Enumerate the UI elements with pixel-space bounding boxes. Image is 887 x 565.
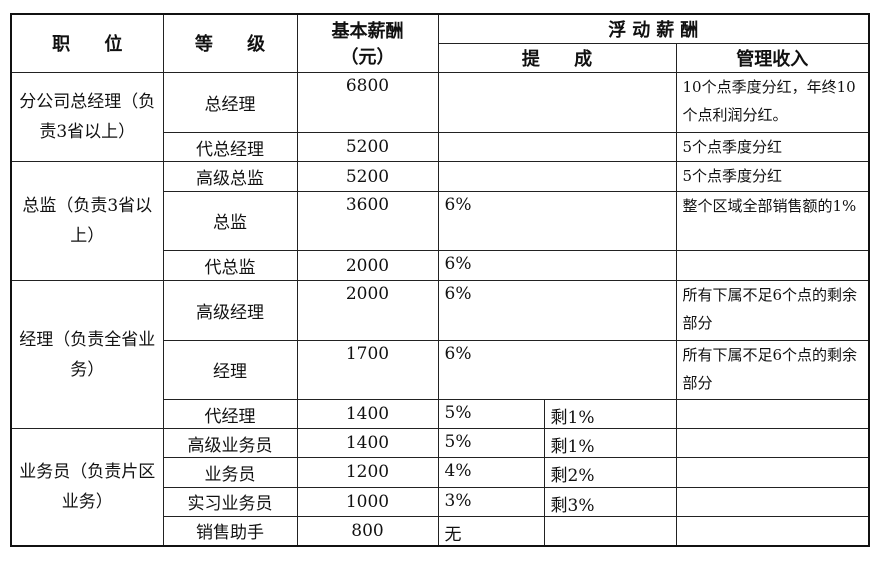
- management-income-cell: [675, 428, 870, 459]
- grade-cell: 高级业务员: [162, 428, 298, 459]
- base-pay-cell: 1000: [296, 486, 439, 517]
- table-row: 代总监 2000 6%: [11, 250, 870, 282]
- grade-cell: 经理: [162, 339, 298, 401]
- commission-cell: 4%: [437, 457, 545, 488]
- grade-cell: 总监: [162, 190, 298, 252]
- management-income-cell: 10个点季度分红，年终10个点利润分红。: [675, 71, 870, 134]
- management-income-cell: [675, 398, 870, 430]
- base-pay-cell: 1400: [296, 398, 439, 430]
- commission-cell: [437, 132, 677, 163]
- header-commission: 提 成: [437, 42, 677, 73]
- grade-cell: 实习业务员: [162, 486, 298, 517]
- position-cell: 业务员（负责片区业务）: [10, 428, 164, 548]
- commission-cell: 6%: [437, 280, 677, 341]
- grade-cell: 代总经理: [162, 132, 298, 163]
- grade-cell: 业务员: [162, 457, 298, 488]
- management-income-cell: 所有下属不足6个点的剩余部分: [675, 280, 870, 341]
- management-income-cell: 5个点季度分红: [675, 132, 870, 163]
- base-pay-cell: 1200: [296, 457, 439, 488]
- management-income-cell: [675, 457, 870, 488]
- commission-cell: 5%: [437, 428, 545, 459]
- table-row: 业务员（负责片区业务） 高级业务员 1400 5% 剩1%: [10, 428, 870, 548]
- commission-cell: 无: [437, 515, 545, 547]
- table-row: 实习业务员 1000 3% 剩3%: [11, 486, 870, 517]
- grade-cell: 代经理: [162, 398, 298, 430]
- management-income-cell: 5个点季度分红: [675, 161, 870, 192]
- management-income-cell: 整个区域全部销售额的1%: [675, 190, 870, 252]
- table-row: 分公司总经理（负责3省以上） 总经理 6800 10个点季度分红，年终10个点利…: [10, 71, 870, 163]
- header-position: 职 位: [10, 12, 164, 73]
- base-pay-cell: 1700: [296, 339, 439, 401]
- commission-cell: [437, 71, 677, 134]
- grade-cell: 销售助手: [162, 515, 298, 547]
- commission-cell: 6%: [437, 339, 677, 401]
- grade-cell: 高级总监: [162, 161, 298, 192]
- header-base-pay-unit: （元）: [296, 43, 439, 73]
- grade-cell: 总经理: [162, 71, 298, 134]
- table-row: 代总经理 5200 5个点季度分红: [11, 132, 870, 163]
- management-income-cell: 所有下属不足6个点的剩余部分: [675, 339, 870, 401]
- remainder-cell: 剩2%: [543, 457, 677, 488]
- table-row: 经理 1700 6% 所有下属不足6个点的剩余部分: [11, 339, 870, 401]
- base-pay-cell: 800: [296, 515, 439, 547]
- position-cell: 总监（负责3省以上）: [10, 161, 164, 282]
- management-income-cell: [675, 486, 870, 517]
- remainder-cell: 剩1%: [543, 398, 677, 430]
- base-pay-cell: 5200: [296, 132, 439, 163]
- grade-cell: 代总监: [162, 250, 298, 282]
- header-floating-pay: 浮动薪酬: [437, 12, 870, 44]
- table-row: 总监（负责3省以上） 高级总监 5200 5个点季度分红: [10, 161, 870, 282]
- header-grade: 等 级: [162, 12, 298, 73]
- salary-structure-table: 职 位 等 级 基本薪酬 浮动薪酬 （元） 提 成 管理收入 分公司总经理（负责…: [10, 12, 870, 548]
- base-pay-cell: 6800: [296, 71, 439, 134]
- base-pay-cell: 5200: [296, 161, 439, 192]
- position-cell: 经理（负责全省业务）: [10, 280, 164, 430]
- position-cell: 分公司总经理（负责3省以上）: [10, 71, 164, 163]
- commission-cell: 5%: [437, 398, 545, 430]
- base-pay-cell: 2000: [296, 280, 439, 341]
- base-pay-cell: 1400: [296, 428, 439, 459]
- commission-cell: 3%: [437, 486, 545, 517]
- base-pay-cell: 2000: [296, 250, 439, 282]
- commission-cell: 6%: [437, 190, 677, 252]
- management-income-cell: [675, 250, 870, 282]
- grade-cell: 高级经理: [162, 280, 298, 341]
- remainder-cell: [543, 515, 677, 547]
- table-row: 销售助手 800 无: [11, 515, 870, 547]
- header-management-income: 管理收入: [675, 42, 870, 73]
- remainder-cell: 剩1%: [543, 428, 677, 459]
- commission-cell: 6%: [437, 250, 677, 282]
- header-base-pay: 基本薪酬: [296, 12, 439, 44]
- management-income-cell: [675, 515, 870, 547]
- base-pay-cell: 3600: [296, 190, 439, 252]
- table-row: 总监 3600 6% 整个区域全部销售额的1%: [11, 190, 870, 252]
- commission-cell: [437, 161, 677, 192]
- remainder-cell: 剩3%: [543, 486, 677, 517]
- table-row: 业务员 1200 4% 剩2%: [11, 457, 870, 488]
- table-row: 经理（负责全省业务） 高级经理 2000 6% 所有下属不足6个点的剩余部分: [10, 280, 870, 430]
